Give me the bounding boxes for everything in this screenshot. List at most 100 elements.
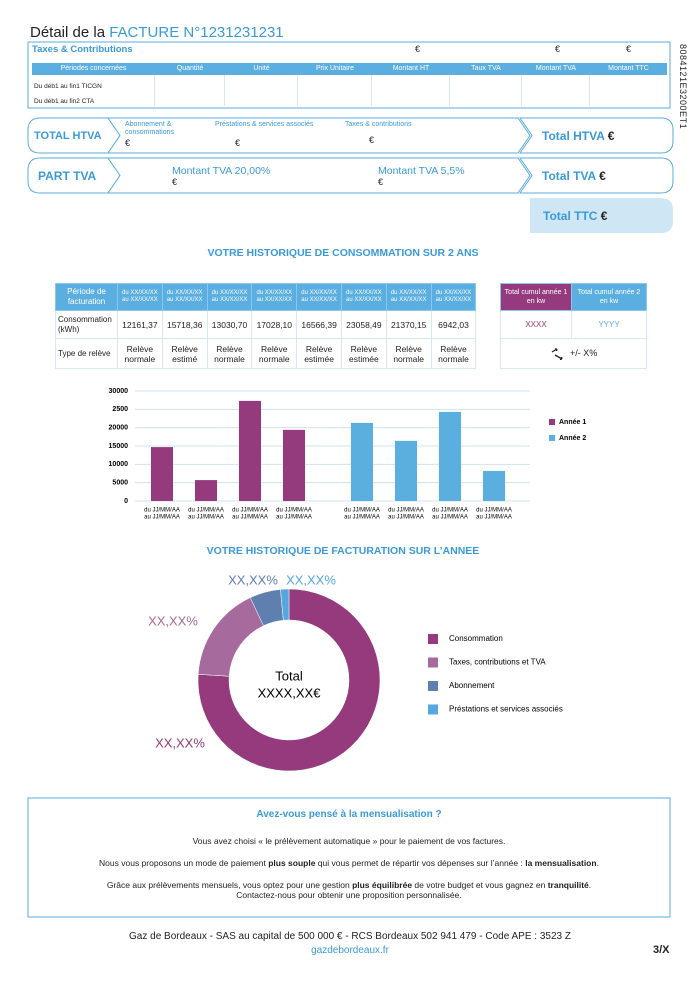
- header-cell: Période de facturation: [55, 283, 118, 311]
- tva-item: Montant TVA 20,00%: [172, 165, 271, 177]
- htva-items-shape: [107, 117, 531, 154]
- history-table: Période de facturation du XX/XX/XX au XX…: [55, 283, 477, 369]
- htva-item: Abonnement & consommations: [125, 121, 175, 136]
- htva-item: Préstations & services associés: [215, 121, 314, 128]
- column-header: Taux TVA: [471, 65, 501, 72]
- footer-legal: Gaz de Bordeaux - SAS au capital de 500 …: [129, 931, 571, 942]
- header-cell: du XX/XX/XX au XX/XX/XX: [206, 283, 253, 311]
- htva-total: Total HTVA €: [542, 129, 614, 143]
- column-header: Montant TVA: [535, 65, 577, 72]
- tbody: Période de facturation du XX/XX/XX au XX…: [55, 283, 477, 369]
- section-title: VOTRE HISTORIQUE DE FACTURATION SUR L’AN…: [206, 545, 480, 557]
- tva-label: PART TVA: [38, 169, 97, 183]
- center-value: XXXX,XX€: [258, 685, 322, 700]
- text: Nous vous proposons un mode de paiement: [99, 858, 269, 868]
- table-cell: Relève estimé: [161, 338, 208, 369]
- table-row: Consommation (kWh) 12161,37 15718,36 13030,…: [55, 310, 477, 339]
- ttc-total-value: €: [600, 209, 608, 223]
- column-header: Montant TTC: [608, 65, 649, 72]
- x-tick-label: du JJ/MM/AA: [144, 508, 180, 514]
- y-tick-label: 10000: [109, 461, 129, 468]
- htva-item-value: €: [235, 138, 241, 148]
- legend-swatch: [428, 704, 438, 715]
- tva-total-shape: [519, 157, 674, 194]
- tva-total-label: Total TVA: [542, 169, 596, 183]
- header-cell: du XX/XX/XX au XX/XX/XX: [251, 283, 298, 311]
- text: de votre budget et vous gagnez en: [412, 880, 548, 890]
- tva-item-value: €: [172, 177, 178, 187]
- donut-slice: [197, 588, 381, 772]
- x-tick-label: du JJ/MM/AA: [344, 508, 380, 514]
- htva-item-value: €: [125, 138, 131, 148]
- y-tick-label: 30000: [109, 388, 129, 395]
- legend-label: Préstations et services associés: [449, 705, 563, 714]
- title-invoice: FACTURE N°1231231231: [109, 24, 284, 41]
- header-cell: du XX/XX/XX au XX/XX/XX: [117, 283, 163, 311]
- header-cell: du XX/XX/XX au XX/XX/XX: [340, 283, 387, 311]
- y-tick-label: 0: [124, 498, 128, 505]
- emphasis: plus équilibrée: [352, 880, 413, 890]
- cell: [450, 75, 522, 106]
- tva-item: Montant TVA 5,5%: [378, 165, 465, 177]
- legend-swatch: [428, 634, 438, 644]
- arrows: [551, 347, 563, 360]
- x-tick-label: au JJ/MM/AA: [188, 515, 224, 521]
- cumulative-value: XXXX: [500, 310, 572, 339]
- text: Grâce aux prélèvements mensuels, vous op…: [106, 880, 353, 890]
- cell: [372, 75, 450, 106]
- table-cell: 15718,36: [161, 310, 208, 339]
- bar: [283, 429, 305, 501]
- value-label: XX,XX%: [155, 735, 205, 750]
- table-cell: 12161,37: [117, 310, 163, 339]
- bar: [151, 447, 173, 501]
- htva-item: Taxes & contributions: [345, 121, 412, 128]
- table-cell: 17028,10: [251, 310, 298, 339]
- detail-body: Du déb1 au fin1 TICGN Du déb1 au fin2 CTA: [32, 75, 667, 106]
- x-tick-label: du JJ/MM/AA: [432, 508, 468, 514]
- column-header: Unité: [253, 65, 270, 72]
- column-header: Montant HT: [392, 65, 430, 72]
- value-label: XX,XX%: [148, 613, 198, 628]
- paragraph: Grâce aux prélèvements mensuels, vous op…: [29, 880, 669, 890]
- tva-label-shape: [27, 157, 121, 194]
- header-row: Total cumul année 1 en kw Total cumul an…: [500, 283, 647, 311]
- header-cell: du XX/XX/XX au XX/XX/XX: [161, 283, 208, 311]
- change-cell: +/- X%: [500, 338, 647, 369]
- header-cell: du XX/XX/XX au XX/XX/XX: [385, 283, 432, 311]
- text: Vous avez choisi « le prélèvement automa…: [192, 836, 506, 846]
- text: .: [596, 858, 599, 868]
- x-tick-label: au JJ/MM/AA: [476, 515, 512, 521]
- bar: [239, 400, 261, 501]
- y-tick-label: 15000: [109, 443, 129, 450]
- detail-box: [27, 41, 671, 109]
- row-label: Du déb1 au fin1 TICGN: [34, 83, 102, 90]
- x-tick-label: au JJ/MM/AA: [432, 515, 468, 521]
- legend-label: Année 1: [559, 419, 586, 426]
- center-title: Total: [275, 668, 303, 683]
- value-label: XX,XX%: [286, 572, 336, 587]
- x-tick-label: au JJ/MM/AA: [232, 515, 268, 521]
- table-cell: 6942,03: [430, 310, 477, 339]
- bar: [195, 480, 217, 501]
- change-icon: [551, 347, 563, 360]
- bar: [351, 422, 373, 501]
- side-code: 8084121E3200ET1: [678, 44, 688, 130]
- value-label: XX,XX%: [228, 572, 278, 587]
- htva-total-shape: [519, 117, 674, 154]
- legend-label: Taxes, contributions et TVA: [449, 658, 546, 667]
- ttc-total-label: Total TTC: [543, 209, 598, 223]
- bar: [395, 440, 417, 501]
- row-label: Du déb1 au fin2 CTA: [34, 98, 95, 105]
- x-tick-label: au JJ/MM/AA: [388, 515, 424, 521]
- legend-label: Abonnement: [449, 681, 495, 690]
- table-cell: 21370,15: [385, 310, 432, 339]
- amount: €: [415, 44, 421, 54]
- tva-items-shape: [107, 157, 531, 194]
- htva-label-shape: [27, 117, 121, 154]
- legend-label: Année 2: [559, 435, 586, 442]
- x-tick-label: du JJ/MM/AA: [188, 508, 224, 514]
- emphasis: la mensualisation: [525, 858, 597, 868]
